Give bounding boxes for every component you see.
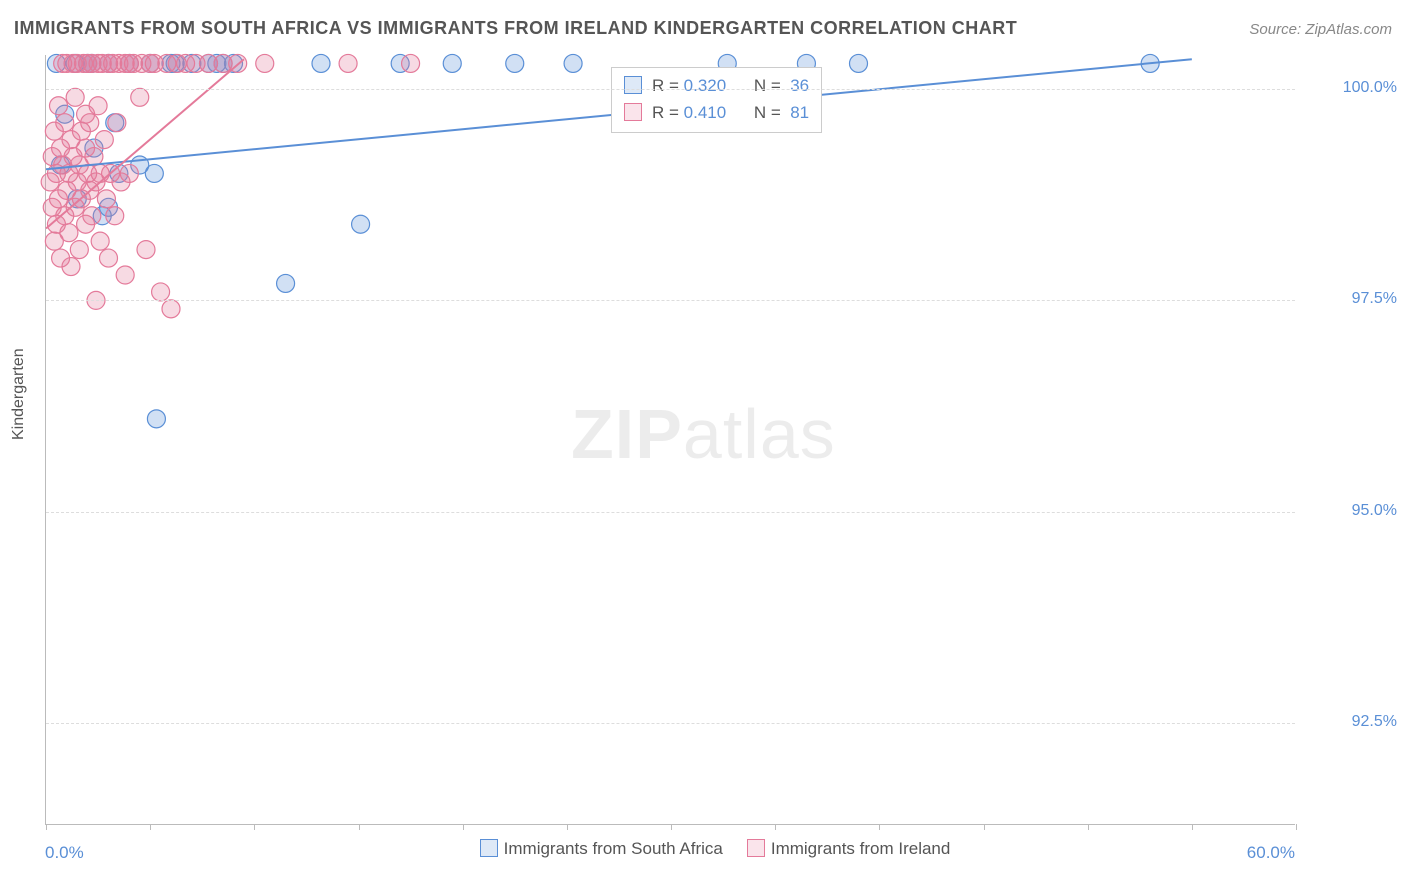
data-point [147,410,165,428]
data-point [106,207,124,225]
series-legend: Immigrants from South Africa Immigrants f… [0,839,1406,859]
y-tick-label: 95.0% [1307,502,1397,520]
data-point [564,54,582,72]
legend-row: R = 0.320 N = 36 [624,72,809,99]
data-point [131,88,149,106]
x-tick [671,824,672,830]
data-point [312,54,330,72]
x-tick [879,824,880,830]
x-tick [775,824,776,830]
data-point [277,274,295,292]
legend-row: R = 0.410 N = 81 [624,99,809,126]
x-tick [463,824,464,830]
x-tick [1192,824,1193,830]
data-point [81,114,99,132]
gridline [46,512,1295,513]
data-point [352,215,370,233]
data-point [56,114,74,132]
gridline [46,89,1295,90]
x-tick [1088,824,1089,830]
data-point [97,190,115,208]
x-tick [150,824,151,830]
data-point [66,88,84,106]
title-bar: IMMIGRANTS FROM SOUTH AFRICA VS IMMIGRAN… [14,18,1392,39]
gridline [46,300,1295,301]
data-point [60,224,78,242]
x-label-end: 60.0% [1247,843,1295,863]
y-tick-label: 97.5% [1307,290,1397,308]
data-point [100,249,118,267]
legend-n-value: 36 [790,72,809,99]
data-point [162,300,180,318]
data-point [402,54,420,72]
data-point [70,241,88,259]
plot-area: ZIPatlas R = 0.320 N = 36R = 0.410 N = 8… [45,55,1295,825]
y-axis-label: Kindergarten [10,348,28,440]
y-tick-label: 92.5% [1307,713,1397,731]
data-point [145,164,163,182]
data-point [108,114,126,132]
legend-swatch [480,839,498,857]
data-point [120,164,138,182]
x-label-start: 0.0% [45,843,84,863]
data-point [850,54,868,72]
x-tick [254,824,255,830]
data-point [95,131,113,149]
data-point [62,258,80,276]
chart-title: IMMIGRANTS FROM SOUTH AFRICA VS IMMIGRAN… [14,18,1017,39]
data-point [152,283,170,301]
data-point [116,266,134,284]
legend-r-value: 0.320 [684,72,740,99]
data-point [256,54,274,72]
data-point [89,97,107,115]
correlation-legend-box: R = 0.320 N = 36R = 0.410 N = 81 [611,67,822,133]
gridline [46,723,1295,724]
data-point [91,232,109,250]
x-tick [359,824,360,830]
data-point [85,148,103,166]
data-point [506,54,524,72]
legend-series-label: Immigrants from Ireland [771,839,951,858]
legend-r-value: 0.410 [684,99,740,126]
data-point [83,207,101,225]
legend-swatch [624,103,642,121]
data-point [50,97,68,115]
legend-swatch [747,839,765,857]
x-tick [1296,824,1297,830]
chart-svg [46,55,1295,824]
legend-series-label: Immigrants from South Africa [504,839,723,858]
source-label: Source: ZipAtlas.com [1249,21,1392,38]
data-point [443,54,461,72]
x-tick [984,824,985,830]
legend-swatch [624,76,642,94]
data-point [137,241,155,259]
y-tick-label: 100.0% [1307,79,1397,97]
data-point [339,54,357,72]
legend-n-value: 81 [790,99,809,126]
x-tick [46,824,47,830]
x-tick [567,824,568,830]
